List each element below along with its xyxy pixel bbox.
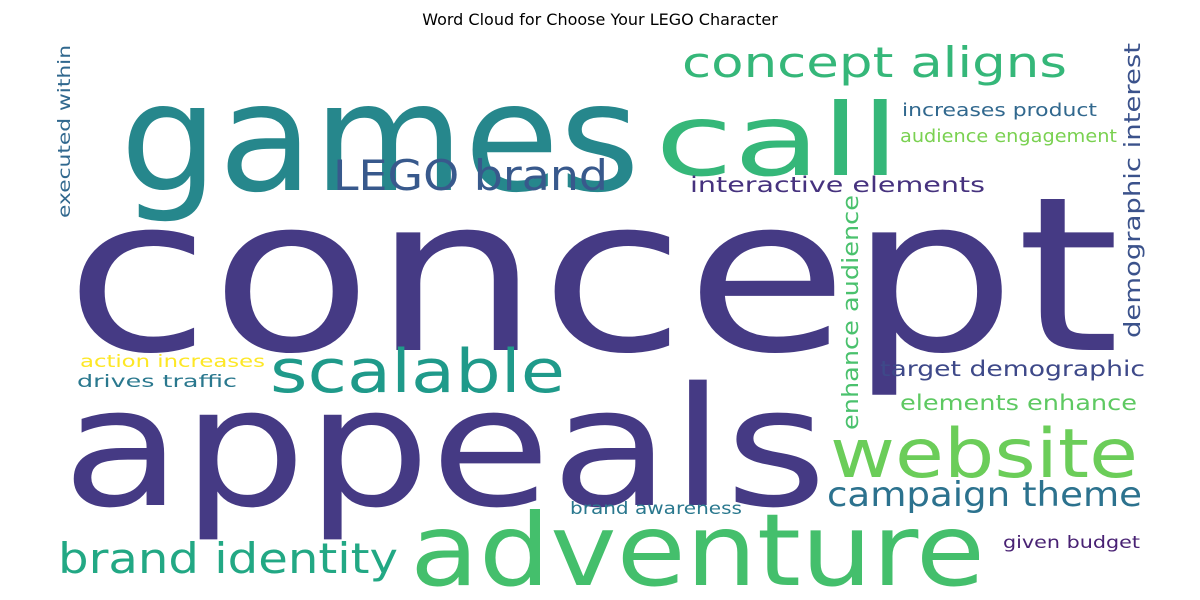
word-concept-aligns: concept aligns	[682, 38, 1067, 87]
word-audience-engagement: audience engagement	[900, 126, 1117, 147]
word-campaign-theme: campaign theme	[827, 475, 1142, 515]
word-elements-enhance: elements enhance	[900, 391, 1137, 415]
word-demographic-interest: demographic interest	[1121, 43, 1146, 338]
word-appeals: appeals	[62, 352, 827, 544]
word-concept: concept	[65, 150, 1120, 401]
word-scalable: scalable	[270, 337, 565, 407]
word-lego-brand: LEGO brand	[333, 151, 608, 200]
word-executed-within: executed within	[55, 45, 75, 218]
word-target-demographic: target demographic	[880, 357, 1145, 381]
word-brand-identity: brand identity	[58, 534, 398, 583]
word-adventure: adventure	[410, 492, 985, 600]
word-drives-traffic: drives traffic	[77, 372, 237, 392]
word-games: games	[120, 52, 640, 226]
word-given-budget: given budget	[1003, 533, 1140, 553]
chart-title: Word Cloud for Choose Your LEGO Characte…	[422, 10, 778, 29]
word-interactive-elements: interactive elements	[690, 173, 985, 197]
word-increases-product: increases product	[902, 100, 1097, 121]
word-call: call	[655, 82, 900, 199]
word-action-increases: action increases	[80, 352, 265, 372]
word-website: website	[830, 415, 1138, 494]
word-brand-awareness: brand awareness	[570, 499, 742, 519]
word-enhance-audience: enhance audience	[839, 195, 864, 430]
